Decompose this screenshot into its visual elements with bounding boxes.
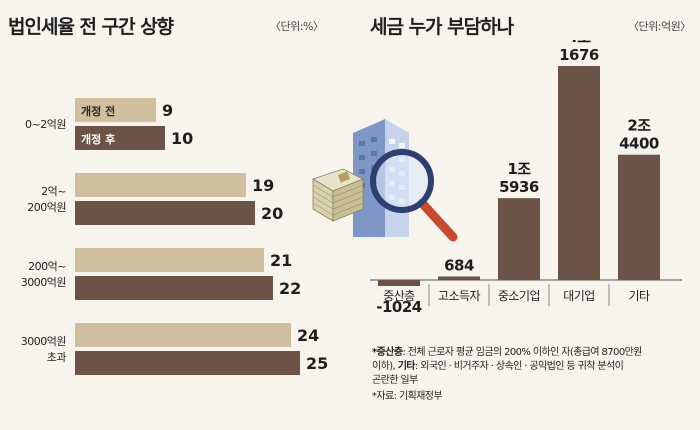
bar-before-0 [75,98,156,122]
value-label-before-1: 19 [252,176,274,195]
category-label-3: 대기업 [563,289,595,303]
bar-before-1 [75,173,246,197]
value-label-after-1: 20 [261,204,283,223]
value-label-after-2: 22 [279,279,301,298]
value-label-4-0: 2조 [627,117,651,135]
building-money-magnifier-illustration [312,119,458,242]
bar-after-3 [75,351,300,375]
source-note: *자료: 기획재정부 [372,391,443,402]
value-label-3-1: 1676 [559,46,599,64]
bar-2 [498,198,540,280]
right-chart-unit: 〈단위:억원〉 [628,20,691,33]
value-label-1-0: 684 [444,256,474,274]
bar-after-0 [75,126,165,150]
note-line3: 곤란한 일부 [372,375,418,386]
note-other-text: : 외국인 · 비거주자 · 상속인 · 공익법인 등 귀착 분석이 [414,361,624,372]
category-label-1-1: 200억원 [27,201,66,214]
category-label-3-1: 초과 [47,351,67,364]
value-label-before-2: 21 [270,251,292,270]
value-label-2-1: 5936 [499,178,539,196]
category-label-0-0: 0~2억원 [25,118,66,131]
bar-after-2 [75,276,273,300]
left-chart-title: 법인세율 전 구간 상향 [8,16,174,38]
note-middle-class-text: : 전체 근로자 평균 임금의 200% 이하인 자(총급여 8700만원 [402,347,642,358]
bar-before-3 [75,323,291,347]
category-label-0: 중산층 [383,289,415,303]
category-label-3-0: 3000억원 [21,335,66,348]
bar-after-1 [75,201,255,225]
bar-4 [618,154,660,280]
value-label-after-3: 25 [306,354,328,373]
note-label-other: 기타 [397,361,416,372]
bar-0 [378,280,420,286]
category-label-1: 고소득자 [438,289,481,303]
footnote: *중산층: 전체 근로자 평균 임금의 200% 이하인 자(총급여 8700만… [372,346,696,404]
category-label-1-0: 2억~ [41,185,66,198]
category-label-2: 중소기업 [498,289,540,303]
right-chart-title: 세금 누가 부담하나 [370,16,514,38]
value-label-2-0: 1조 [507,160,531,178]
value-label-after-0: 10 [171,129,193,148]
value-label-3-0: 4조 [567,40,591,46]
note-line2-text: 이하), [372,361,396,372]
tax-rate-bar-chart: 0~2억원 9 개정 전 10 개정 후 2억~ 200억원 19 20 200억~ 3000억원 2… [21,98,328,375]
value-label-before-0: 9 [162,101,173,120]
legend-after: 개정 후 [81,132,115,146]
value-label-0-0: -1024 [376,298,422,316]
legend-before: 개정 전 [81,104,115,118]
value-label-before-3: 24 [297,326,319,345]
magnifier-icon [370,149,458,242]
value-label-4-1: 4400 [619,135,659,153]
category-label-4: 기타 [628,289,650,303]
note-label-middle-class: *중산층 [372,347,403,358]
bar-before-2 [75,248,264,272]
category-label-2-0: 200억~ [28,260,66,273]
bar-3 [558,66,600,280]
category-label-2-1: 3000억원 [21,276,66,289]
bar-1 [438,276,480,280]
money-stack-icon [312,168,364,222]
left-chart-unit: 〈단위:%〉 [270,20,324,33]
